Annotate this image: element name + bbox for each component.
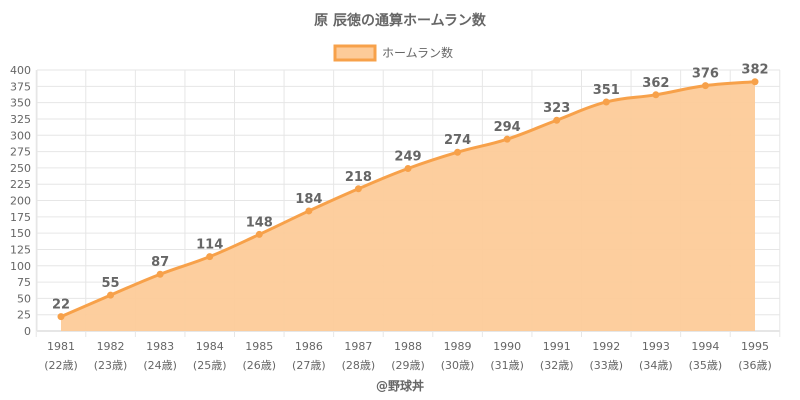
y-tick-label: 350: [10, 97, 31, 110]
y-tick-label: 0: [24, 325, 31, 338]
data-point: [503, 135, 511, 143]
legend-swatch: [333, 44, 377, 62]
x-tick-sublabel: (28歳): [342, 359, 376, 372]
x-tick-label: 1991: [543, 340, 571, 353]
x-tick-label: 1984: [196, 340, 224, 353]
data-points: [57, 78, 759, 321]
data-label: 184: [295, 192, 322, 207]
y-tick-label: 375: [10, 80, 31, 93]
data-label: 362: [642, 76, 669, 91]
data-label: 218: [345, 170, 372, 185]
y-tick-label: 275: [10, 146, 31, 159]
y-tick-label: 325: [10, 113, 31, 126]
x-tick-label: 1990: [493, 340, 521, 353]
x-tick-sublabel: (36歳): [738, 359, 772, 372]
y-tick-label: 150: [10, 227, 31, 240]
data-label: 274: [444, 133, 471, 148]
data-point: [305, 207, 313, 215]
x-tick-label: 1987: [344, 340, 372, 353]
x-tick-sublabel: (27歳): [292, 359, 326, 372]
data-label: 87: [151, 255, 169, 270]
data-point: [354, 185, 362, 193]
data-point: [751, 78, 759, 86]
x-tick-sublabel: (31歳): [490, 359, 524, 372]
y-tick-label: 175: [10, 211, 31, 224]
data-label: 323: [543, 101, 570, 116]
data-label: 351: [593, 83, 620, 98]
y-axis: 0 25 50 75 100 125 150 175 200 225 250 275 300 325 350…: [10, 64, 31, 338]
y-tick-label: 50: [17, 292, 31, 305]
data-point: [701, 82, 709, 90]
data-point: [454, 148, 462, 156]
data-label: 22: [52, 298, 70, 313]
y-tick-label: 400: [10, 64, 31, 77]
x-tick-label: 1986: [295, 340, 323, 353]
data-point: [602, 98, 610, 106]
chart-title: 原 辰徳の通算ホームラン数: [314, 12, 487, 29]
data-point: [652, 91, 660, 99]
y-tick-label: 225: [10, 178, 31, 191]
data-point: [57, 313, 65, 321]
x-tick-label: 1992: [592, 340, 620, 353]
area-fill: [61, 81, 755, 332]
y-tick-label: 100: [10, 260, 31, 273]
data-point: [206, 253, 214, 261]
x-tick-sublabel: (34歳): [639, 359, 673, 372]
x-tick-label: 1988: [394, 340, 422, 353]
x-axis: 1981 (22歳) 1982 (23歳) 1983 (24歳) 1984 (25歳) 1985…: [44, 340, 772, 372]
data-point: [107, 291, 115, 299]
y-tick-label: 75: [17, 276, 31, 289]
x-tick-sublabel: (29歳): [391, 359, 425, 372]
x-tick-label: 1995: [741, 340, 769, 353]
x-tick-sublabel: (32歳): [540, 359, 574, 372]
data-label: 382: [741, 63, 768, 78]
data-label: 249: [394, 150, 421, 165]
x-tick-label: 1983: [146, 340, 174, 353]
x-tick-sublabel: (35歳): [689, 359, 723, 372]
x-tick-label: 1981: [47, 340, 75, 353]
x-tick-label: 1994: [691, 340, 719, 353]
legend-label: ホームラン数: [382, 45, 453, 60]
legend[interactable]: ホームラン数: [333, 44, 453, 62]
data-labels: 22 55 87 114 148 184 218 249 274 294 323 351 362 376 3…: [52, 63, 769, 313]
data-label: 148: [246, 215, 273, 230]
credit-text: @野球丼: [376, 378, 424, 393]
x-tick-label: 1985: [245, 340, 273, 353]
x-tick-sublabel: (26歳): [242, 359, 276, 372]
x-tick-label: 1993: [642, 340, 670, 353]
x-tick-sublabel: (23歳): [94, 359, 128, 372]
x-tick-sublabel: (25歳): [193, 359, 227, 372]
data-point: [553, 116, 561, 124]
data-label: 294: [494, 120, 521, 135]
y-tick-label: 25: [17, 309, 31, 322]
x-tick-sublabel: (33歳): [589, 359, 623, 372]
data-point: [156, 270, 164, 278]
x-tick-label: 1982: [97, 340, 125, 353]
y-tick-label: 250: [10, 162, 31, 175]
data-point: [404, 165, 412, 173]
x-tick-sublabel: (30歳): [441, 359, 475, 372]
y-tick-label: 200: [10, 195, 31, 208]
y-tick-label: 125: [10, 243, 31, 256]
data-label: 114: [196, 238, 223, 253]
data-point: [255, 230, 263, 238]
x-tick-sublabel: (22歳): [44, 359, 78, 372]
data-label: 376: [692, 67, 719, 82]
x-tick-sublabel: (24歳): [143, 359, 177, 372]
data-label: 55: [102, 276, 120, 291]
x-tick-label: 1989: [444, 340, 472, 353]
y-tick-label: 300: [10, 129, 31, 142]
